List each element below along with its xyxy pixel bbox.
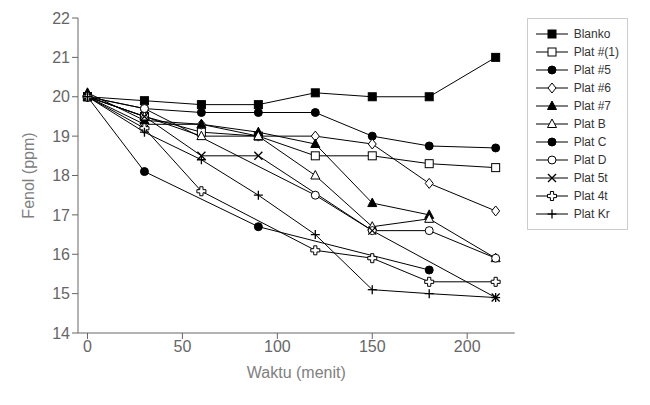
svg-text:17: 17 bbox=[52, 207, 70, 224]
svg-text:14: 14 bbox=[52, 325, 70, 342]
svg-text:16: 16 bbox=[52, 246, 70, 263]
svg-text:50: 50 bbox=[174, 338, 192, 355]
html-text:Plat 5t: Plat 5t bbox=[573, 171, 608, 185]
html-text:Plat 4t: Plat 4t bbox=[573, 189, 608, 203]
html-text:Plat #5: Plat #5 bbox=[573, 63, 611, 77]
svg-text:Waktu (menit): Waktu (menit) bbox=[247, 364, 346, 381]
svg-text:22: 22 bbox=[52, 10, 70, 27]
html-text:Plat #7: Plat #7 bbox=[573, 99, 611, 113]
svg-text:150: 150 bbox=[359, 338, 386, 355]
html-text:Plat D: Plat D bbox=[573, 153, 607, 167]
svg-text:21: 21 bbox=[52, 49, 70, 66]
svg-text:15: 15 bbox=[52, 285, 70, 302]
svg-text:0: 0 bbox=[83, 338, 92, 355]
html-text:Plat Kr: Plat Kr bbox=[573, 207, 610, 221]
svg-text:100: 100 bbox=[264, 338, 291, 355]
svg-text:200: 200 bbox=[454, 338, 481, 355]
html-text:Plat #(1): Plat #(1) bbox=[573, 45, 619, 59]
svg-text:Fenol (ppm): Fenol (ppm) bbox=[20, 132, 37, 218]
html-text:Plat B: Plat B bbox=[573, 117, 606, 131]
svg-text:20: 20 bbox=[52, 88, 70, 105]
svg-text:19: 19 bbox=[52, 128, 70, 145]
html-text:Blanko: Blanko bbox=[573, 27, 611, 41]
svg-text:18: 18 bbox=[52, 167, 70, 184]
html-text:Plat C: Plat C bbox=[573, 135, 607, 149]
html-text:Plat #6: Plat #6 bbox=[573, 81, 611, 95]
